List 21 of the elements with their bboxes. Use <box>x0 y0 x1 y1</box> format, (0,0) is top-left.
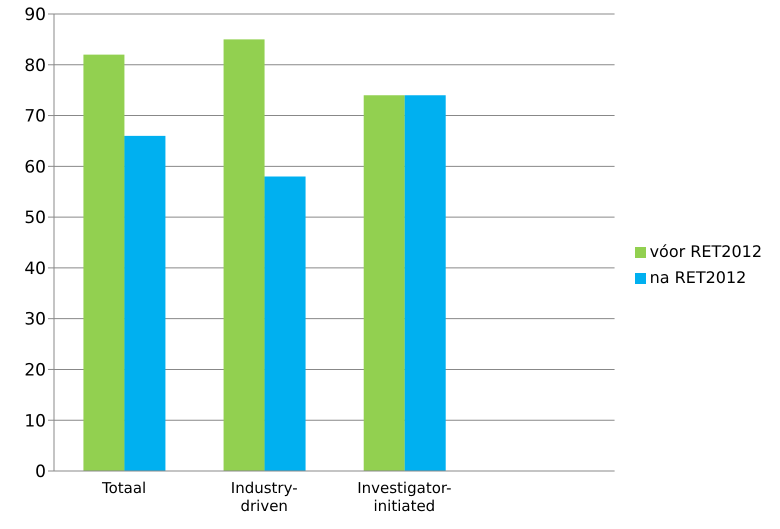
y-tick-label: 10 <box>24 411 46 432</box>
y-tick-label: 0 <box>35 462 46 482</box>
bar <box>124 136 166 471</box>
bar <box>404 95 446 471</box>
bar <box>83 54 124 471</box>
y-tick-label: 90 <box>24 5 46 26</box>
y-tick-label: 30 <box>24 310 46 330</box>
y-tick-label: 70 <box>24 106 46 127</box>
y-tick-label: 40 <box>24 258 46 279</box>
y-tick-label: 60 <box>24 157 46 178</box>
bar <box>364 95 405 471</box>
y-tick-label: 80 <box>24 56 46 76</box>
y-tick-label: 50 <box>24 208 46 228</box>
legend-label: vóor RET2012 <box>650 242 762 260</box>
bar <box>264 176 306 471</box>
bar <box>224 39 265 471</box>
y-tick-label: 20 <box>24 360 46 380</box>
legend-label: na RET2012 <box>650 268 746 286</box>
x-tick-label: Investigator-initiated <box>357 479 452 515</box>
x-tick-label: Totaal <box>100 479 146 497</box>
x-tick-label: Industry-driven <box>230 479 298 515</box>
